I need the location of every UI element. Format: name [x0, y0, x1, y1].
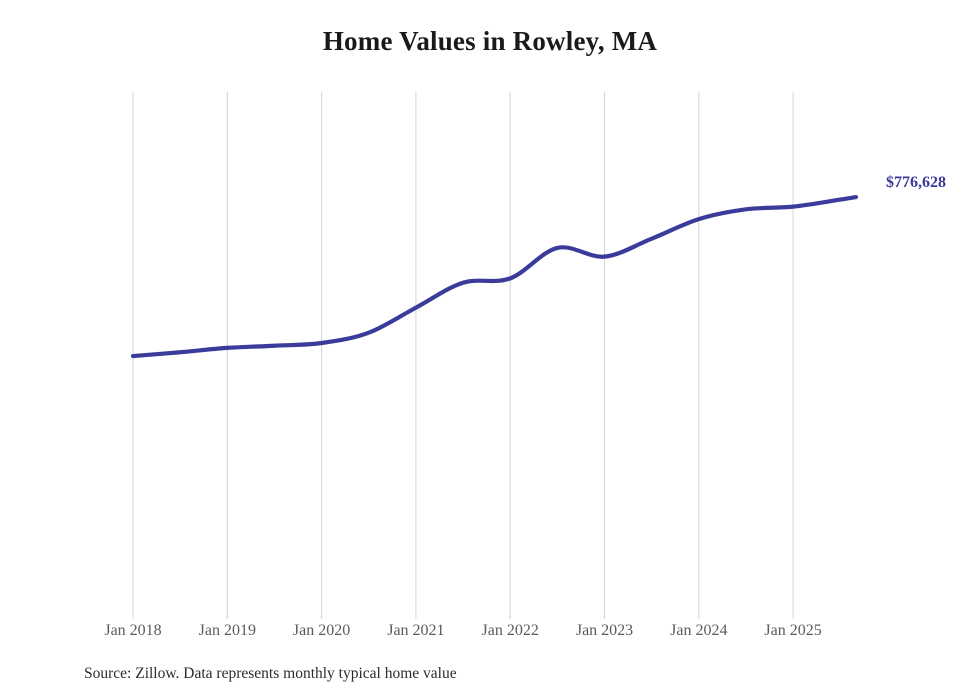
- x-axis-tick-label: Jan 2022: [481, 622, 539, 639]
- x-axis-tick-label: Jan 2019: [198, 622, 256, 639]
- end-value-label: $776,628: [886, 174, 946, 191]
- x-axis-tick-label: Jan 2025: [764, 622, 822, 639]
- source-note: Source: Zillow. Data represents monthly …: [84, 665, 457, 682]
- x-axis-tick-label: Jan 2023: [575, 622, 634, 639]
- x-axis-tick-label: Jan 2021: [387, 622, 445, 639]
- x-axis-tick-label: Jan 2024: [670, 622, 728, 639]
- x-axis-tick-label: Jan 2020: [292, 622, 351, 639]
- gridlines: [132, 92, 794, 619]
- chart-title: Home Values in Rowley, MA: [322, 26, 658, 56]
- x-axis-tick-label: Jan 2018: [104, 622, 162, 639]
- data-line-series-0: [130, 194, 859, 359]
